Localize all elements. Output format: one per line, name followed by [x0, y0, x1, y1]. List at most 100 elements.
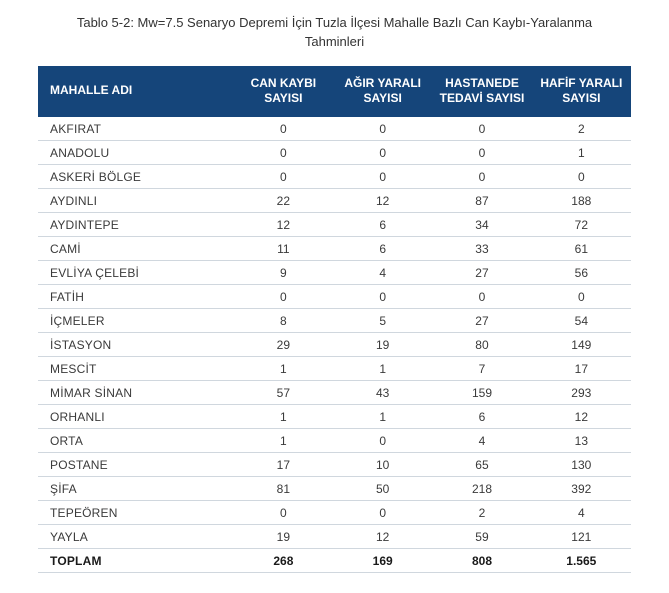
cell-c3: 33: [432, 236, 531, 260]
cell-c3: 2: [432, 500, 531, 524]
cell-c2: 50: [333, 476, 432, 500]
cell-c1: 0: [234, 164, 333, 188]
table-row: POSTANE171065130: [38, 452, 631, 476]
cell-c4: 56: [532, 260, 631, 284]
cell-c2: 19: [333, 332, 432, 356]
cell-c3: 27: [432, 260, 531, 284]
cell-c3: 59: [432, 524, 531, 548]
cell-c2: 6: [333, 236, 432, 260]
cell-c4: 2: [532, 116, 631, 140]
cell-name: FATİH: [38, 284, 234, 308]
cell-name: AYDINTEPE: [38, 212, 234, 236]
cell-name: MİMAR SİNAN: [38, 380, 234, 404]
cell-c3: 87: [432, 188, 531, 212]
cell-name: ANADOLU: [38, 140, 234, 164]
cell-c2: 0: [333, 428, 432, 452]
cell-c4: 61: [532, 236, 631, 260]
total-cell-c4: 1.565: [532, 548, 631, 572]
cell-c3: 4: [432, 428, 531, 452]
cell-c1: 0: [234, 284, 333, 308]
col-header-severe: AĞIR YARALI SAYISI: [333, 66, 432, 117]
cell-c3: 7: [432, 356, 531, 380]
table-row: EVLİYA ÇELEBİ942756: [38, 260, 631, 284]
cell-c1: 22: [234, 188, 333, 212]
cell-c3: 0: [432, 140, 531, 164]
cell-c2: 1: [333, 404, 432, 428]
cell-c2: 43: [333, 380, 432, 404]
cell-c4: 12: [532, 404, 631, 428]
cell-c1: 1: [234, 404, 333, 428]
cell-c3: 34: [432, 212, 531, 236]
cell-c3: 27: [432, 308, 531, 332]
cell-name: MESCİT: [38, 356, 234, 380]
col-header-light: HAFİF YARALI SAYISI: [532, 66, 631, 117]
caption-line-1: Tablo 5-2: Mw=7.5 Senaryo Depremi İçin T…: [77, 15, 592, 30]
col-header-name: MAHALLE ADI: [38, 66, 234, 117]
cell-c1: 1: [234, 356, 333, 380]
cell-name: ASKERİ BÖLGE: [38, 164, 234, 188]
casualty-table: MAHALLE ADI CAN KAYBI SAYISI AĞIR YARALI…: [38, 66, 631, 573]
cell-c2: 0: [333, 164, 432, 188]
cell-c4: 17: [532, 356, 631, 380]
cell-name: CAMİ: [38, 236, 234, 260]
cell-c4: 0: [532, 284, 631, 308]
cell-c2: 0: [333, 140, 432, 164]
table-row: ŞİFA8150218392: [38, 476, 631, 500]
cell-name: AYDINLI: [38, 188, 234, 212]
cell-name: İSTASYON: [38, 332, 234, 356]
cell-c1: 9: [234, 260, 333, 284]
cell-c3: 159: [432, 380, 531, 404]
cell-c3: 218: [432, 476, 531, 500]
cell-c4: 54: [532, 308, 631, 332]
cell-c4: 392: [532, 476, 631, 500]
cell-c1: 81: [234, 476, 333, 500]
total-cell-c2: 169: [333, 548, 432, 572]
cell-c4: 13: [532, 428, 631, 452]
table-row: TEPEÖREN0024: [38, 500, 631, 524]
cell-name: ŞİFA: [38, 476, 234, 500]
total-cell-c3: 808: [432, 548, 531, 572]
cell-c1: 19: [234, 524, 333, 548]
table-row: AKFIRAT0002: [38, 116, 631, 140]
cell-name: ORHANLI: [38, 404, 234, 428]
cell-c1: 12: [234, 212, 333, 236]
cell-c3: 80: [432, 332, 531, 356]
cell-name: İÇMELER: [38, 308, 234, 332]
cell-c2: 4: [333, 260, 432, 284]
cell-name: YAYLA: [38, 524, 234, 548]
col-header-hospital: HASTANEDE TEDAVİ SAYISI: [432, 66, 531, 117]
cell-c4: 121: [532, 524, 631, 548]
cell-c1: 0: [234, 500, 333, 524]
cell-c3: 6: [432, 404, 531, 428]
table-header: MAHALLE ADI CAN KAYBI SAYISI AĞIR YARALI…: [38, 66, 631, 117]
table-row: ORTA10413: [38, 428, 631, 452]
cell-c4: 149: [532, 332, 631, 356]
cell-c4: 0: [532, 164, 631, 188]
cell-c1: 8: [234, 308, 333, 332]
cell-c1: 57: [234, 380, 333, 404]
cell-c4: 293: [532, 380, 631, 404]
cell-c3: 65: [432, 452, 531, 476]
cell-c1: 11: [234, 236, 333, 260]
cell-name: ORTA: [38, 428, 234, 452]
cell-c4: 188: [532, 188, 631, 212]
cell-c4: 4: [532, 500, 631, 524]
table-row: AYDINLI221287188: [38, 188, 631, 212]
table-row: İÇMELER852754: [38, 308, 631, 332]
table-row: ASKERİ BÖLGE0000: [38, 164, 631, 188]
cell-c2: 6: [333, 212, 432, 236]
table-row: FATİH0000: [38, 284, 631, 308]
table-row: MESCİT11717: [38, 356, 631, 380]
cell-c2: 0: [333, 500, 432, 524]
cell-c1: 1: [234, 428, 333, 452]
cell-c1: 0: [234, 140, 333, 164]
total-cell-c1: 268: [234, 548, 333, 572]
table-row: ORHANLI11612: [38, 404, 631, 428]
cell-c2: 1: [333, 356, 432, 380]
table-caption: Tablo 5-2: Mw=7.5 Senaryo Depremi İçin T…: [38, 14, 631, 52]
table-row: İSTASYON291980149: [38, 332, 631, 356]
cell-c3: 0: [432, 284, 531, 308]
cell-c2: 0: [333, 284, 432, 308]
cell-name: EVLİYA ÇELEBİ: [38, 260, 234, 284]
cell-c1: 0: [234, 116, 333, 140]
